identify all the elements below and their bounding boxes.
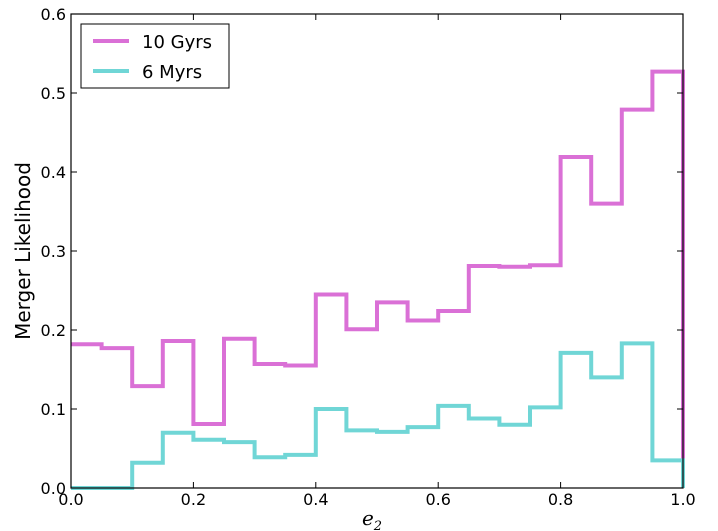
x-tick-label: 1.0 (670, 490, 695, 509)
x-axis-label-main: e (362, 506, 374, 530)
x-tick-label: 0.0 (58, 490, 83, 509)
x-tick-label: 0.2 (181, 490, 206, 509)
y-axis-label: Merger Likelihood (11, 162, 35, 340)
plot-frame (70, 13, 684, 489)
x-axis-label-subscript: 2 (373, 519, 382, 531)
legend-label-6-myrs: 6 Myrs (142, 62, 202, 83)
x-tick-label: 0.6 (425, 490, 450, 509)
x-tick-label: 0.8 (548, 490, 573, 509)
x-tick-label: 0.4 (303, 490, 328, 509)
y-tick-label: 0.0 (41, 479, 66, 498)
legend-box (80, 23, 230, 89)
y-tick-label: 0.2 (41, 321, 66, 340)
series-line-10-gyrs (71, 69, 685, 488)
series-line-6-myrs (71, 341, 685, 490)
series-layer (71, 69, 685, 490)
y-tick-label: 0.4 (41, 163, 66, 182)
y-tick-label: 0.1 (41, 400, 66, 419)
y-tick-label: 0.5 (41, 84, 66, 103)
legend-label-10-gyrs: 10 Gyrs (142, 32, 212, 53)
legend: 10 Gyrs 6 Myrs (80, 23, 230, 89)
y-tick-label: 0.6 (41, 5, 66, 24)
x-axis-label: e2 (362, 506, 382, 531)
tick-labels-layer: 0.0 0.2 0.4 0.6 0.8 1.0 0.0 0.1 0.2 0.3 0.4 0.5 0.6 (41, 5, 696, 509)
y-tick-label: 0.3 (41, 242, 66, 261)
